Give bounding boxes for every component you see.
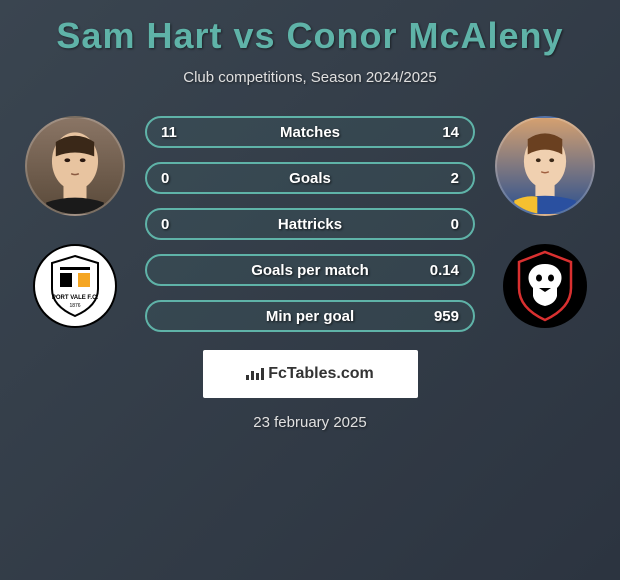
stat-left-value: 0 (161, 216, 169, 233)
stat-right-value: 0.14 (430, 262, 459, 279)
player2-club-logo (503, 244, 587, 328)
stats-list: 11 Matches 14 0 Goals 2 0 Hattricks 0 Go… (130, 116, 490, 332)
chart-icon (246, 366, 264, 383)
attribution-box: FcTables.com (203, 350, 418, 398)
stat-label: Goals (289, 170, 331, 187)
stat-left-value: 11 (161, 124, 177, 141)
svg-text:PORT VALE F.C.: PORT VALE F.C. (52, 295, 99, 301)
stat-label: Goals per match (251, 262, 369, 279)
stat-right-value: 0 (451, 216, 459, 233)
subtitle: Club competitions, Season 2024/2025 (10, 69, 610, 86)
player1-avatar (25, 116, 125, 216)
attribution-text: FcTables.com (268, 365, 374, 383)
stat-row-hattricks: 0 Hattricks 0 (145, 208, 475, 240)
stat-right-value: 14 (442, 124, 459, 141)
stat-label: Hattricks (278, 216, 342, 233)
player1-club-logo: PORT VALE F.C. 1876 (33, 244, 117, 328)
stat-label: Min per goal (266, 308, 354, 325)
stat-row-gpm: Goals per match 0.14 (145, 254, 475, 286)
stat-right-value: 959 (434, 308, 459, 325)
stat-left-value: 0 (161, 170, 169, 187)
svg-text:1876: 1876 (69, 303, 80, 309)
player2-avatar (495, 116, 595, 216)
stat-label: Matches (280, 124, 340, 141)
stat-row-goals: 0 Goals 2 (145, 162, 475, 194)
date-text: 23 february 2025 (10, 414, 610, 431)
page-title: Sam Hart vs Conor McAleny (10, 15, 610, 57)
stat-row-mpg: Min per goal 959 (145, 300, 475, 332)
stat-right-value: 2 (451, 170, 459, 187)
stat-row-matches: 11 Matches 14 (145, 116, 475, 148)
